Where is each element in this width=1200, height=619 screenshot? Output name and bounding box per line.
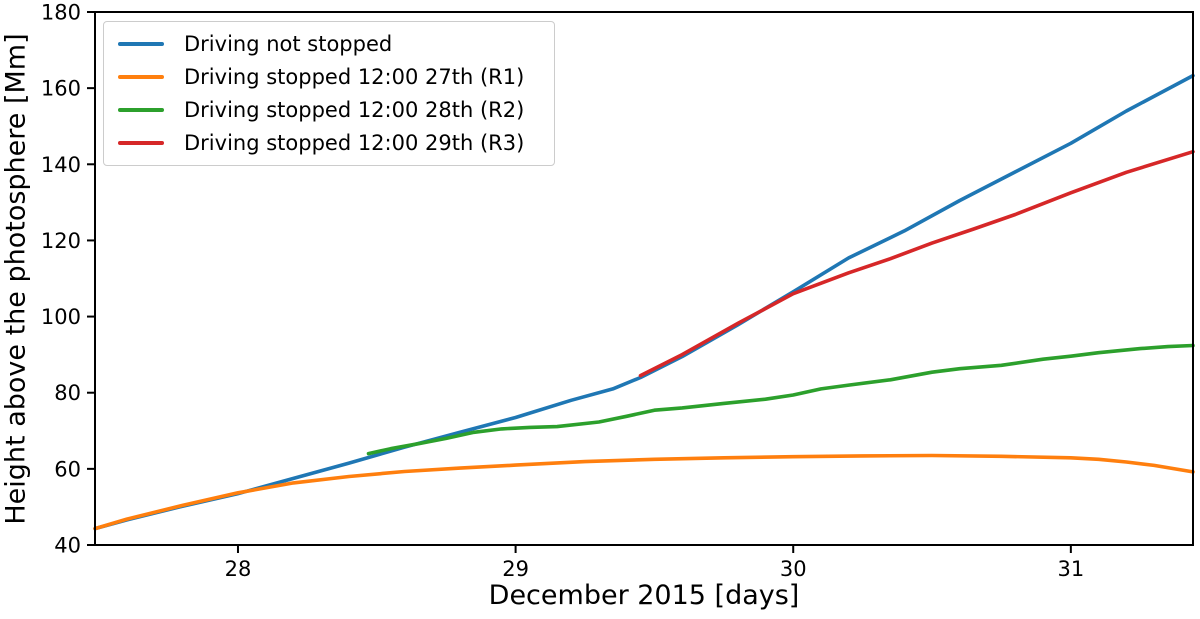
- legend: Driving not stopped Driving stopped 12:0…: [103, 21, 555, 166]
- legend-line-orange: [118, 75, 164, 79]
- series-line-1: [93, 453, 1195, 531]
- legend-item-r2: Driving stopped 12:00 28th (R2): [118, 98, 542, 122]
- x-axis-label: December 2015 [days]: [488, 580, 800, 611]
- legend-item-not-stopped: Driving not stopped: [118, 32, 542, 56]
- y-tick-label: 180: [41, 1, 81, 25]
- y-tick-label: 40: [54, 534, 81, 558]
- legend-label: Driving stopped 12:00 29th (R3): [184, 131, 525, 155]
- x-tick-label: 31: [1057, 557, 1084, 581]
- y-tick-label: 60: [54, 457, 81, 481]
- legend-label: Driving not stopped: [184, 32, 393, 56]
- series-line-3: [638, 149, 1195, 378]
- legend-item-r1: Driving stopped 12:00 27th (R1): [118, 65, 542, 89]
- x-tick-label: 28: [225, 557, 252, 581]
- legend-item-r3: Driving stopped 12:00 29th (R3): [118, 131, 542, 155]
- legend-line-red: [118, 141, 164, 145]
- legend-label: Driving stopped 12:00 27th (R1): [184, 65, 525, 89]
- x-tick-label: 30: [780, 557, 807, 581]
- series-line-0: [93, 73, 1195, 531]
- y-tick-label: 100: [41, 305, 81, 329]
- x-tick-label: 29: [502, 557, 529, 581]
- series-line-2: [366, 343, 1195, 456]
- y-tick-label: 80: [54, 381, 81, 405]
- y-tick-label: 120: [41, 229, 81, 253]
- y-tick-label: 160: [41, 77, 81, 101]
- axes-spines: [94, 11, 1194, 546]
- legend-label: Driving stopped 12:00 28th (R2): [184, 98, 525, 122]
- legend-line-green: [118, 108, 164, 112]
- y-tick-label: 140: [41, 153, 81, 177]
- y-axis-label: Height above the photosphere [Mm]: [0, 33, 32, 525]
- legend-line-blue: [118, 42, 164, 46]
